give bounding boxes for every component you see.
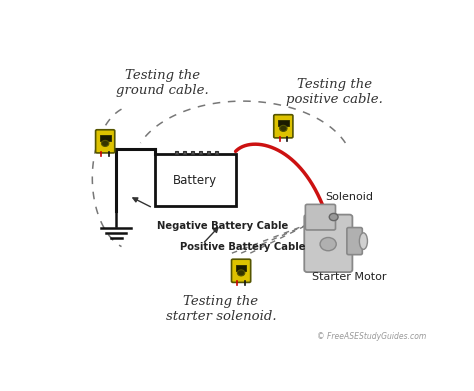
- Ellipse shape: [359, 233, 367, 249]
- Text: Solenoid: Solenoid: [326, 192, 374, 203]
- Bar: [100, 135, 110, 141]
- FancyBboxPatch shape: [304, 215, 352, 272]
- Text: Testing the
starter solenoid.: Testing the starter solenoid.: [165, 295, 276, 323]
- Text: Testing the
ground cable.: Testing the ground cable.: [116, 69, 209, 97]
- Bar: [199, 151, 202, 154]
- Circle shape: [320, 237, 336, 251]
- Text: Negative Battery Cable: Negative Battery Cable: [156, 221, 288, 231]
- Text: Starter Motor: Starter Motor: [312, 272, 387, 282]
- Circle shape: [329, 213, 338, 221]
- Bar: [155, 154, 236, 206]
- FancyBboxPatch shape: [96, 130, 115, 153]
- Text: © FreeASEStudyGuides.com: © FreeASEStudyGuides.com: [317, 332, 426, 341]
- FancyBboxPatch shape: [274, 115, 293, 138]
- Bar: [183, 151, 186, 154]
- FancyBboxPatch shape: [231, 259, 251, 282]
- FancyBboxPatch shape: [347, 228, 362, 255]
- Bar: [207, 151, 210, 154]
- Text: Positive Battery Cable: Positive Battery Cable: [181, 242, 306, 252]
- Circle shape: [237, 270, 245, 276]
- Bar: [175, 151, 178, 154]
- Bar: [236, 265, 246, 271]
- FancyBboxPatch shape: [55, 44, 430, 351]
- FancyBboxPatch shape: [305, 204, 336, 230]
- Circle shape: [101, 140, 109, 147]
- Bar: [215, 151, 219, 154]
- Text: Battery: Battery: [173, 174, 217, 187]
- Bar: [191, 151, 194, 154]
- Text: Testing the
positive cable.: Testing the positive cable.: [286, 78, 383, 106]
- Circle shape: [280, 126, 287, 131]
- Bar: [278, 120, 289, 126]
